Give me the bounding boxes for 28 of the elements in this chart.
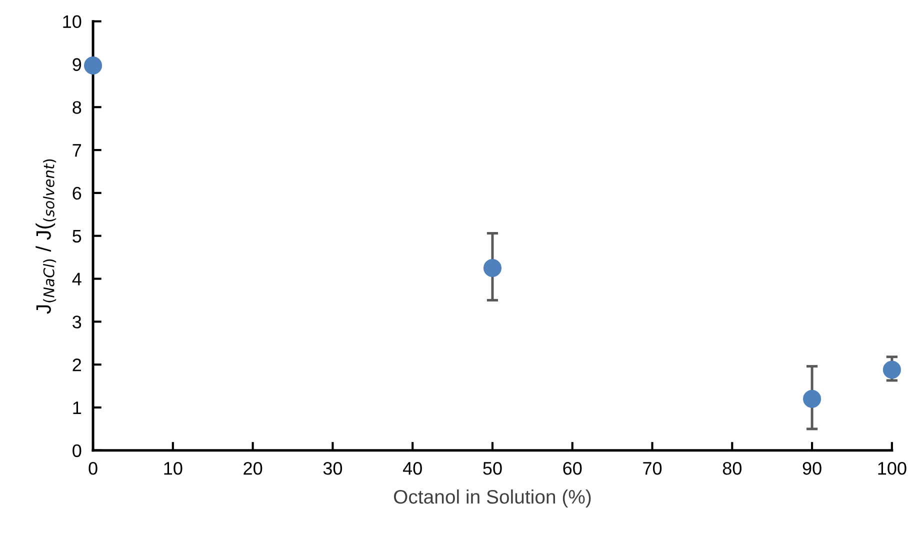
y-tick-label: 1 (73, 402, 82, 414)
y-tick-label: 10 (63, 15, 82, 28)
y-tick-label: 8 (72, 101, 82, 114)
y-tick-label: 5 (72, 230, 82, 243)
x-tick-label: 70 (643, 462, 662, 475)
x-tick-label: 50 (483, 462, 502, 475)
point (803, 390, 822, 408)
y-tick-label: 7 (72, 144, 82, 157)
x-tick-label: 100 (878, 462, 906, 475)
y-tick-label: 6 (72, 186, 82, 200)
y-tick-label: 4 (72, 272, 82, 286)
x-tick-label: 30 (323, 462, 342, 475)
point (882, 360, 901, 379)
x-tick-label: 60 (563, 462, 582, 475)
x-tick-label: 0 (88, 462, 98, 475)
point (483, 259, 502, 278)
x-axis-title: Octanol in Solution (%) (394, 489, 591, 508)
x-tick-label: 40 (402, 462, 422, 475)
point (84, 56, 102, 75)
y-tick-label: 3 (72, 316, 82, 328)
y-tick-label: 9 (72, 58, 82, 71)
x-tick-label: 90 (802, 462, 822, 475)
x-tick-label: 80 (722, 462, 742, 475)
y-axis-title: J$_{(NaCl)}$ / J($_{(solvent)}$ (36, 159, 56, 314)
y-tick-label: 0 (72, 444, 82, 458)
x-tick-label: 10 (164, 462, 182, 475)
x-tick-label: 20 (244, 462, 262, 475)
y-tick-label: 2 (72, 358, 82, 372)
